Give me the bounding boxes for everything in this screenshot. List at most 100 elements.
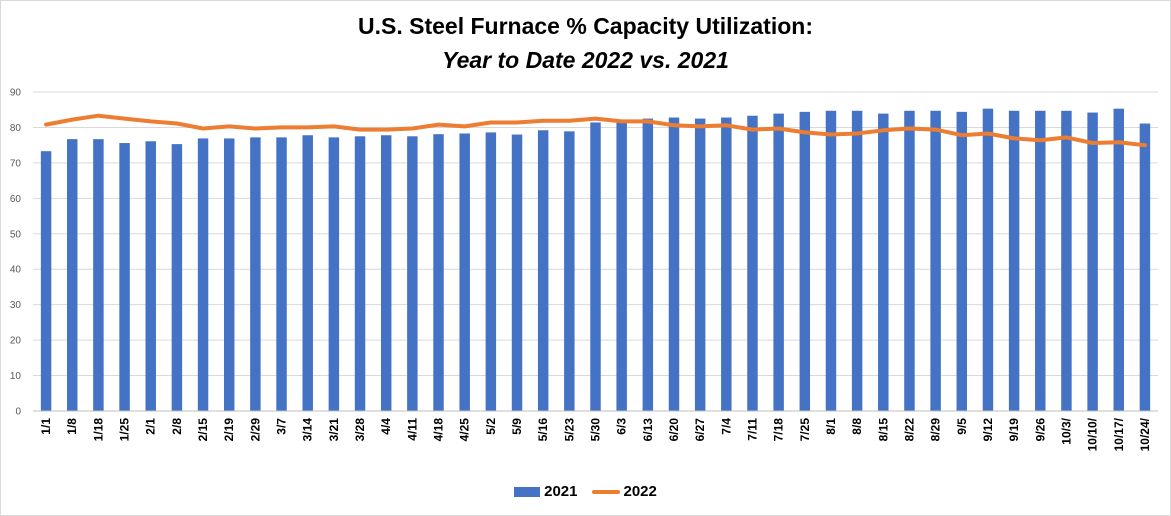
series-2022-line	[44, 113, 1147, 148]
x-tick-label: 5/2	[484, 418, 498, 435]
bar-2021	[721, 117, 732, 412]
x-tick-label: 2/29	[248, 418, 262, 442]
y-tick-label: 90	[10, 88, 22, 99]
bar-2021	[67, 139, 78, 411]
bar-2021	[223, 138, 235, 411]
bar-2021	[825, 110, 837, 411]
legend-item-2021: 2021	[514, 483, 578, 500]
bar-2021	[197, 138, 209, 411]
bar-2021	[956, 111, 968, 412]
bar-2021	[747, 115, 758, 412]
x-tick-label: 6/13	[641, 418, 655, 442]
x-tick-label: 1/8	[65, 418, 79, 435]
x-tick-label: 5/30	[589, 418, 603, 442]
x-tick-label: 1/1	[39, 418, 53, 435]
x-tick-label: 2/19	[222, 418, 236, 442]
bar-2021	[904, 110, 915, 411]
bar-2021	[982, 108, 994, 412]
legend-item-2022: 2022	[591, 483, 657, 500]
bar-2021	[459, 133, 470, 411]
bar-2021	[694, 118, 706, 411]
x-tick-label: 5/9	[510, 418, 524, 435]
x-tick-label: 1/25	[118, 418, 132, 442]
chart-title: U.S. Steel Furnace % Capacity Utilizatio…	[358, 13, 813, 39]
bar-2021	[1139, 123, 1151, 411]
x-tick-label: 9/12	[981, 418, 995, 442]
x-tick-label: 3/21	[327, 418, 341, 442]
bar-2021	[40, 151, 52, 412]
x-axis: 1/1 1/8 1/18 1/25 2/1 2/8 2/15 2/19 2/29 3/7 3/14 3…	[33, 410, 1158, 451]
bar-2021	[878, 113, 889, 412]
bar-2021	[773, 113, 784, 412]
x-tick-label: 10/24/	[1138, 417, 1152, 451]
x-tick-label: 4/18	[432, 418, 446, 442]
x-tick-label: 8/8	[850, 418, 864, 435]
x-tick-label: 2/1	[144, 418, 158, 435]
bar-2021	[642, 118, 654, 411]
bar-2021	[616, 122, 627, 411]
x-tick-label: 5/23	[562, 418, 576, 442]
x-tick-label: 6/27	[693, 418, 707, 442]
series-2021-bars	[40, 108, 1151, 412]
bar-2021	[145, 141, 156, 412]
bar-2021	[380, 135, 392, 411]
x-tick-label: 10/3/	[1059, 417, 1073, 444]
bar-2021	[930, 110, 941, 411]
legend-label-2021: 2021	[544, 483, 578, 500]
bar-2021	[1008, 110, 1020, 411]
legend-label-2022: 2022	[623, 483, 657, 500]
x-tick-label: 1/18	[91, 418, 105, 442]
y-tick-label: 30	[10, 300, 22, 311]
y-axis: 0 10 20 30 40 50 60 70 80 90	[10, 88, 22, 418]
bar-2021	[1113, 108, 1124, 412]
x-tick-label: 4/4	[379, 418, 393, 435]
x-tick-label: 8/15	[876, 418, 890, 442]
x-tick-label: 7/25	[798, 418, 812, 442]
x-tick-label: 3/14	[301, 418, 315, 442]
x-tick-label: 7/18	[772, 418, 786, 442]
bar-2021	[1087, 112, 1098, 412]
x-tick-label: 3/7	[275, 418, 289, 435]
x-tick-label: 10/10/	[1086, 417, 1100, 451]
x-tick-label: 9/5	[955, 418, 969, 435]
x-tick-label: 3/28	[353, 418, 367, 442]
bar-2021	[433, 134, 444, 411]
y-tick-label: 60	[10, 194, 22, 205]
x-tick-label: 9/26	[1033, 418, 1047, 442]
bar-2021	[537, 130, 549, 411]
bar-2021	[485, 132, 497, 411]
bar-2021	[1061, 110, 1072, 411]
bar-2021	[354, 136, 366, 412]
legend: 2021 2022	[1, 483, 1170, 500]
x-tick-label: 8/1	[824, 418, 838, 435]
bar-2021	[171, 144, 183, 411]
y-tick-label: 80	[10, 123, 22, 134]
y-tick-label: 70	[10, 158, 22, 169]
legend-swatch-2021	[514, 486, 541, 497]
x-tick-label: 8/29	[929, 418, 943, 442]
x-tick-label: 2/15	[196, 418, 210, 442]
bar-2021	[590, 122, 601, 411]
bar-2021	[93, 139, 104, 411]
bar-2021	[511, 134, 523, 412]
bar-2021	[851, 110, 863, 411]
chart-subtitle: Year to Date 2022 vs. 2021	[442, 47, 729, 73]
bar-2021	[119, 143, 130, 412]
bar-2021	[302, 135, 313, 411]
y-tick-label: 50	[10, 229, 22, 240]
x-tick-label: 9/19	[1007, 418, 1021, 442]
x-tick-label: 8/22	[902, 418, 916, 442]
bar-2021	[328, 137, 340, 411]
bar-2021	[799, 111, 811, 412]
bar-2021	[1035, 110, 1046, 411]
y-tick-label: 20	[10, 336, 22, 347]
y-tick-label: 40	[10, 265, 22, 276]
x-tick-label: 2/8	[170, 418, 184, 435]
legend-swatch-2022	[591, 489, 620, 494]
y-tick-label: 0	[15, 407, 21, 418]
y-tick-label: 10	[10, 371, 22, 382]
x-tick-label: 4/11	[405, 418, 419, 441]
bar-2021	[276, 137, 287, 411]
x-tick-label: 6/20	[667, 418, 681, 442]
